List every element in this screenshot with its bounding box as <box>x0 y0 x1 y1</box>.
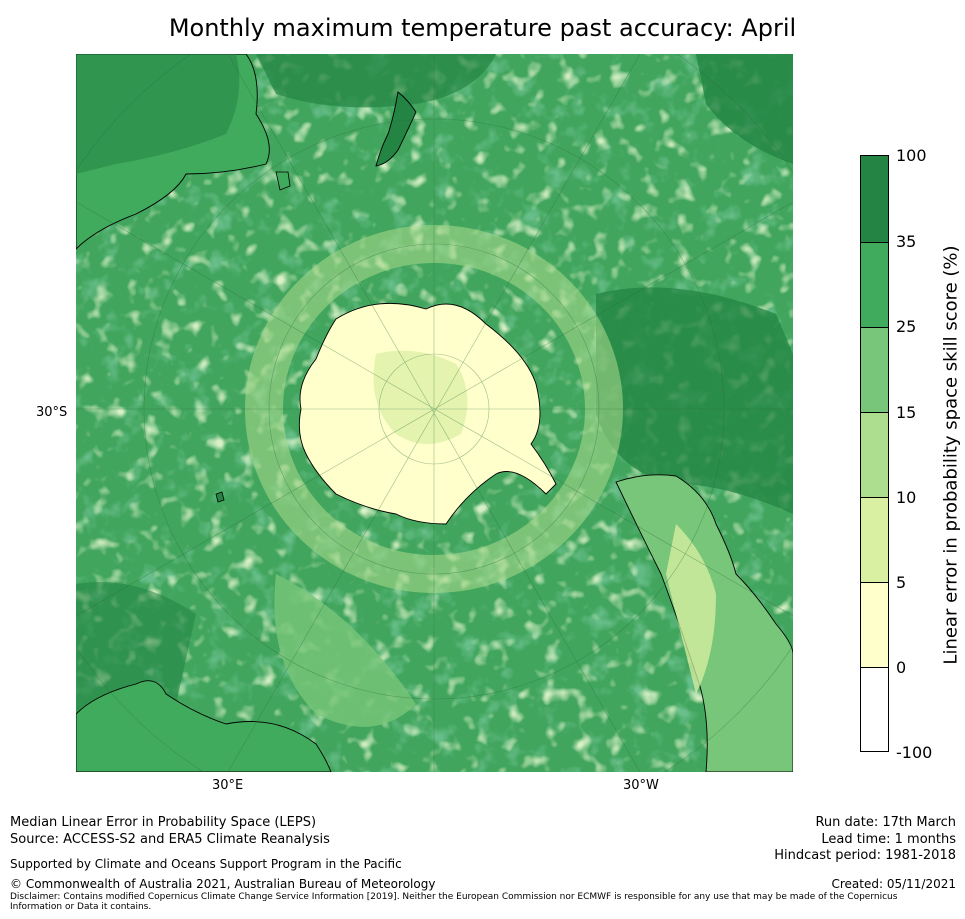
footer-copyright: © Commonwealth of Australia 2021, Austra… <box>10 877 436 891</box>
tasmania <box>275 171 291 191</box>
colorbar-tick: 35 <box>896 232 917 251</box>
colorbar-band-15-25 <box>861 327 888 412</box>
footer-support: Supported by Climate and Oceans Support … <box>10 857 402 871</box>
latitude-label: 30°S <box>36 405 68 420</box>
footer-disclaimer: Disclaimer: Contains modified Copernicus… <box>10 892 898 902</box>
chart-title: Monthly maximum temperature past accurac… <box>168 14 797 42</box>
skill-score-map <box>76 54 793 772</box>
pacific-dark-region <box>596 287 793 514</box>
hindcast-period: Hindcast period: 1981-2018 <box>774 848 956 863</box>
antarctica-shading <box>373 350 468 444</box>
longitude-east-label: 30°E <box>212 778 244 793</box>
colorbar-tick: 100 <box>896 146 927 165</box>
created-date: Created: 05/11/2021 <box>831 877 956 891</box>
colorbar-tick: -100 <box>896 743 933 762</box>
southern-africa <box>76 680 332 772</box>
north-dark-region <box>256 54 496 108</box>
colorbar-tick: 10 <box>896 488 917 507</box>
south-light-region <box>274 574 416 727</box>
colorbar-tick: 15 <box>896 403 917 422</box>
colorbar-band-25-35 <box>861 242 888 327</box>
colorbar-band-35-100 <box>861 156 888 242</box>
footer-source: Source: ACCESS-S2 and ERA5 Climate Reana… <box>10 832 330 847</box>
colorbar-band-neg100-0 <box>861 667 888 751</box>
colorbar <box>860 155 889 752</box>
south-america-light <box>666 524 716 694</box>
ne-dark-region <box>696 54 793 164</box>
footer-disclaimer-cont: Information or Data it contains. <box>10 902 152 912</box>
colorbar-band-5-10 <box>861 497 888 582</box>
run-date: Run date: 17th March <box>815 815 956 830</box>
new-zealand <box>375 91 417 167</box>
australia-dark <box>76 54 240 174</box>
madagascar <box>215 491 225 503</box>
colorbar-tick: 5 <box>896 573 907 592</box>
colorbar-band-10-15 <box>861 412 888 497</box>
colorbar-tick: 0 <box>896 658 907 677</box>
colorbar-label: Linear error in probability space skill … <box>940 245 962 665</box>
longitude-west-label: 30°W <box>623 778 659 793</box>
colorbar-tick: 25 <box>896 317 917 336</box>
graticule <box>76 54 793 772</box>
colorbar-band-0-5 <box>861 582 888 667</box>
circumpolar-ring <box>245 225 623 593</box>
footer-leps: Median Linear Error in Probability Space… <box>10 815 317 830</box>
lead-time: Lead time: 1 months <box>821 832 956 847</box>
